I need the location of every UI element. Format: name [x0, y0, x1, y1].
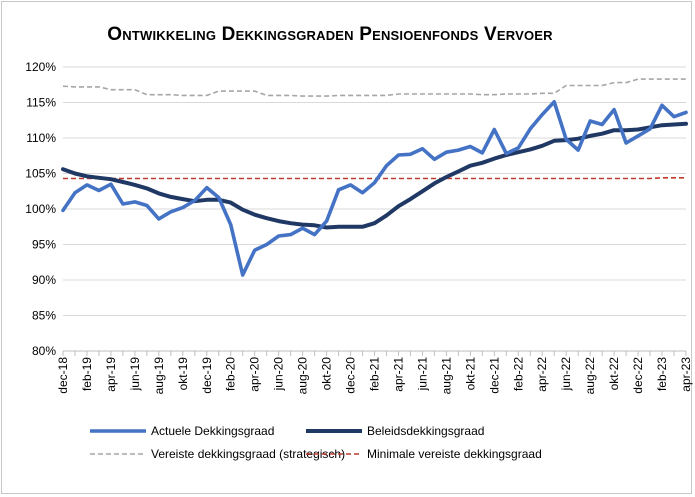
x-tick-label: feb-22 — [511, 357, 525, 391]
series-group — [61, 78, 688, 277]
x-tick-label: okt-20 — [320, 357, 334, 391]
x-tick-label: aug-22 — [583, 357, 597, 395]
y-tick-label: 85% — [32, 309, 56, 323]
y-tick-label: 110% — [26, 131, 56, 145]
x-tick-label: jun-21 — [415, 357, 429, 392]
y-axis: 80% 85% 90% 95% 100% 105% 110% 115% 120% — [25, 60, 56, 358]
x-tick-label: dec-18 — [56, 357, 70, 394]
x-tick-label: feb-19 — [80, 357, 94, 391]
grid-lines — [63, 66, 686, 352]
x-tick-label: feb-21 — [368, 357, 382, 391]
y-tick-label: 100% — [25, 202, 56, 216]
x-tick-label: dec-22 — [631, 357, 645, 394]
legend-label: Actuele Dekkingsgraad — [151, 424, 274, 438]
x-tick-label: aug-19 — [152, 357, 166, 395]
x-tick-label: apr-20 — [248, 357, 262, 392]
series-line — [63, 177, 686, 180]
x-tick-label: feb-20 — [224, 357, 238, 391]
y-tick-label: 90% — [32, 273, 56, 287]
y-tick-label: 105% — [25, 167, 56, 181]
x-tick-label: okt-19 — [176, 357, 190, 391]
legend-label: Beleidsdekkingsgraad — [367, 424, 484, 438]
x-axis: dec-18 feb-19 apr-19 jun-19 aug-19 okt-19 dec-… — [56, 350, 693, 395]
series-line — [61, 100, 688, 277]
legend-label: Vereiste dekkingsgraad (strategisch) — [151, 447, 345, 461]
x-tick-label: jun-20 — [272, 357, 286, 392]
x-tick-label: dec-21 — [487, 357, 501, 394]
legend: Actuele Dekkingsgraad Beleidsdekkingsgraa… — [90, 424, 542, 461]
y-tick-label: 80% — [32, 344, 56, 358]
x-tick-label: apr-22 — [535, 357, 549, 392]
x-tick-label: apr-19 — [104, 357, 118, 392]
x-tick-label: okt-22 — [607, 357, 621, 391]
x-tick-label: apr-21 — [391, 357, 405, 392]
series-line — [61, 121, 688, 230]
x-tick-label: aug-20 — [296, 357, 310, 395]
chart-title: Ontwikkeling Dekkingsgraden Pensioenfond… — [107, 24, 553, 45]
x-tick-label: feb-23 — [655, 357, 669, 391]
x-tick-label: aug-21 — [439, 357, 453, 395]
y-tick-label: 95% — [32, 238, 56, 252]
x-tick-label: jun-19 — [128, 357, 142, 392]
x-tick-label: jun-22 — [559, 357, 573, 392]
legend-label: Minimale vereiste dekkingsgraad — [367, 447, 542, 461]
x-tick-label: dec-19 — [200, 357, 214, 394]
x-tick-label: apr-23 — [679, 357, 693, 392]
series-line — [62, 78, 686, 97]
y-tick-label: 115% — [26, 96, 56, 110]
x-tick-label: okt-21 — [463, 357, 477, 391]
x-tick-label: dec-20 — [344, 357, 358, 394]
y-tick-label: 120% — [25, 60, 56, 74]
